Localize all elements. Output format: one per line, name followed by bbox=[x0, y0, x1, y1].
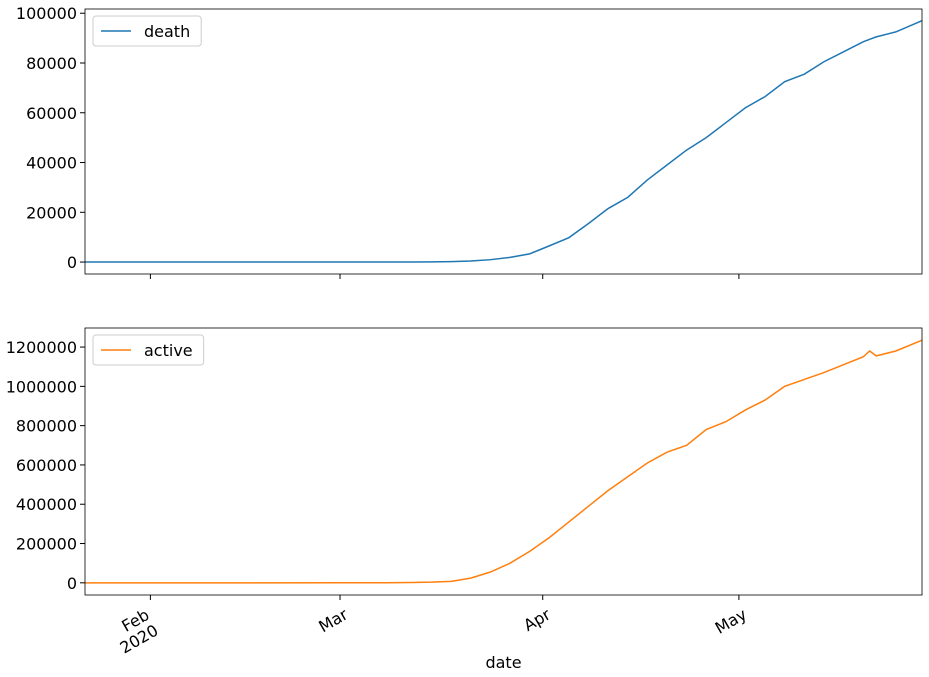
x-tick-label: Feb2020 bbox=[108, 605, 162, 657]
y-tick-label: 80000 bbox=[26, 54, 77, 73]
y-tick-label: 0 bbox=[67, 574, 77, 593]
x-tick-label: Mar bbox=[315, 604, 351, 636]
y-tick-label: 40000 bbox=[26, 154, 77, 173]
y-tick-label: 0 bbox=[67, 253, 77, 272]
line-series bbox=[85, 339, 923, 584]
axes-frame bbox=[84, 327, 923, 596]
x-axis-label: date bbox=[485, 653, 521, 672]
axes-frame bbox=[84, 8, 923, 275]
y-tick-label: 60000 bbox=[26, 104, 77, 123]
y-tick-label: 1200000 bbox=[6, 338, 77, 357]
y-tick-label: 600000 bbox=[16, 456, 77, 475]
y-tick-label: 200000 bbox=[16, 535, 77, 554]
y-tick-label: 1000000 bbox=[6, 377, 77, 396]
y-tick-label: 400000 bbox=[16, 495, 77, 514]
legend: death bbox=[92, 15, 202, 47]
legend-label: death bbox=[144, 22, 190, 41]
y-tick-label: 20000 bbox=[26, 203, 77, 222]
y-tick-label: 100000 bbox=[16, 4, 77, 23]
legend-label: active bbox=[144, 341, 193, 360]
legend-box bbox=[92, 15, 202, 47]
legend-box bbox=[92, 334, 205, 366]
x-tick-label: Apr bbox=[520, 604, 554, 635]
legend: active bbox=[92, 334, 205, 366]
line-series bbox=[85, 20, 923, 263]
x-tick-label: May bbox=[712, 605, 750, 638]
y-tick-label: 800000 bbox=[16, 417, 77, 436]
